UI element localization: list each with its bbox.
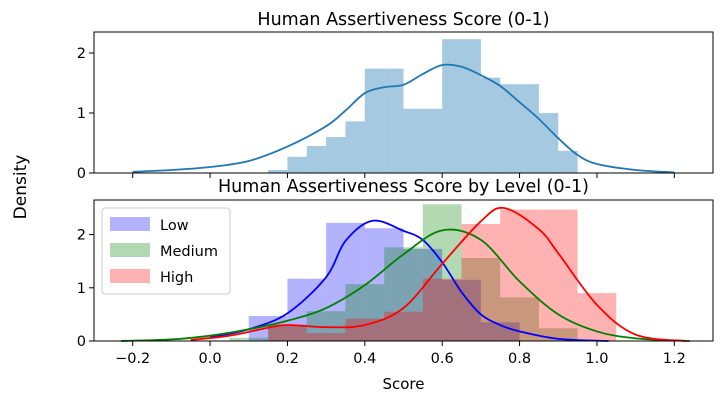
x-tick-label: 1.2: [663, 351, 686, 367]
histogram-bar: [364, 68, 385, 173]
x-tick-label: −0.2: [115, 351, 150, 367]
top-plot-area: 0 1 2: [77, 31, 714, 182]
histogram-bar-medium: [422, 204, 462, 341]
legend-swatch-low: [110, 217, 150, 231]
legend-swatch-high: [110, 269, 150, 283]
histogram-bar: [287, 156, 307, 173]
axes-frame: [93, 31, 714, 174]
histogram-bar: [306, 146, 327, 173]
kde-line-medium: [121, 228, 690, 342]
bottom-chart-title: Human Assertiveness Score by Level (0-1): [218, 177, 589, 197]
histogram-bar: [345, 121, 365, 173]
histogram-bar: [326, 137, 346, 173]
histogram-bar-high: [500, 209, 539, 341]
histogram-bar: [384, 68, 404, 173]
histogram-bar: [500, 84, 520, 173]
histogram-bar: [268, 170, 288, 173]
histogram-bar-high: [306, 333, 346, 341]
x-tick-label: 1.0: [585, 351, 608, 367]
histogram-bar-low: [442, 279, 481, 341]
y-tick-label: 2: [77, 228, 86, 244]
legend-label-low: Low: [160, 218, 189, 234]
histogram-bar: [422, 108, 443, 173]
histogram-bar: [461, 39, 481, 174]
top-chart-title: Human Assertiveness Score (0-1): [257, 10, 549, 30]
histogram-bar: [403, 108, 423, 173]
x-tick-label: 0.6: [431, 351, 454, 367]
histogram-bar-high: [345, 318, 385, 341]
y-tick-label: 0: [77, 166, 86, 182]
legend-label-medium: Medium: [160, 244, 218, 260]
histogram-bar: [480, 77, 501, 173]
y-tick-label: 0: [77, 334, 86, 350]
histogram-bar-low: [403, 248, 443, 341]
histogram-bar: [558, 150, 578, 173]
histogram-bar-medium: [268, 324, 307, 341]
histogram-bar: [442, 39, 462, 174]
legend-swatch-medium: [110, 243, 150, 257]
bottom-plot-area: 0 1 2 −0.2 0.0 0.2 0.4 0.6 0.8 1.0 1.2: [77, 199, 714, 367]
y-tick-label: 2: [77, 46, 86, 62]
y-tick-label: 1: [77, 281, 86, 297]
axes-frame: [93, 199, 714, 342]
legend-label-high: High: [160, 270, 193, 286]
x-tick-label: 0.4: [353, 351, 376, 367]
y-tick-label: 1: [77, 106, 86, 122]
histogram-bar-high: [268, 326, 307, 341]
histogram-bar-high: [538, 209, 578, 341]
y-axis-label-density: Density: [11, 155, 31, 220]
x-tick-label: 0.0: [199, 351, 222, 367]
legend-box: [101, 207, 231, 295]
kde-line-high: [190, 206, 687, 342]
histogram-bar-low: [326, 222, 365, 341]
kde-line: [132, 63, 675, 174]
legend: Low Medium High: [101, 207, 231, 295]
x-tick-label: 0.2: [276, 351, 299, 367]
histogram-bar-low: [364, 228, 404, 341]
x-tick-label: 0.8: [508, 351, 531, 367]
histogram-bar: [538, 113, 559, 173]
histogram-bar-low: [480, 322, 520, 341]
histogram-bar-high: [422, 278, 462, 341]
histogram-bar-medium: [229, 337, 269, 341]
x-axis-label-score: Score: [382, 375, 424, 393]
histogram-bar: [519, 84, 539, 173]
